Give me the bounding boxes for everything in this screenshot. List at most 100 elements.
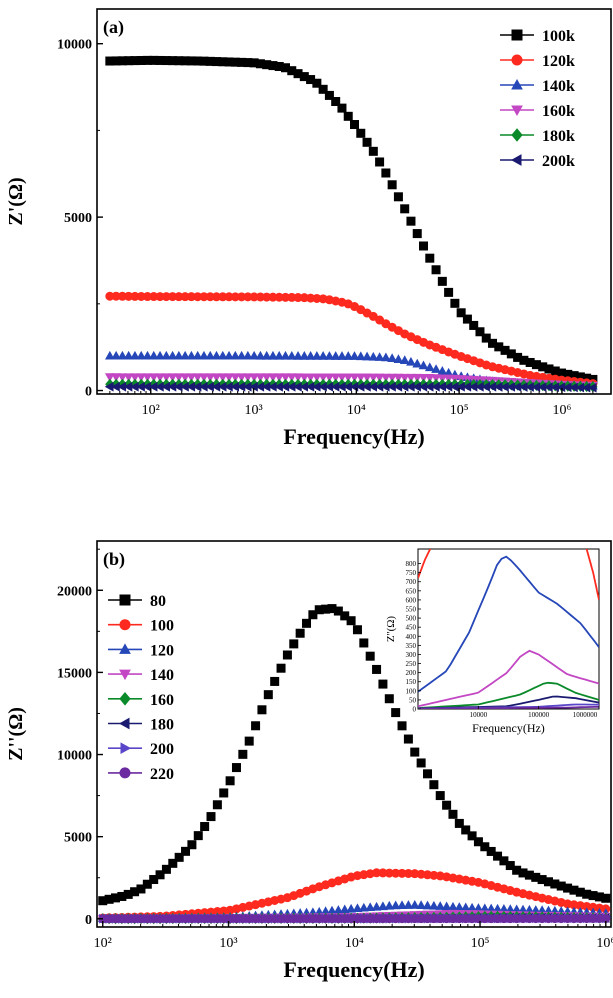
data-point: [136, 350, 147, 360]
data-point: [406, 373, 416, 383]
data-point: [236, 350, 247, 360]
data-point: [381, 352, 391, 362]
data-point: [274, 373, 285, 383]
data-point: [412, 373, 423, 383]
data-point: [270, 676, 280, 686]
legend-label: 220: [150, 766, 174, 783]
series-200k: [104, 381, 597, 393]
inset-y-tick-label: 500: [406, 615, 417, 623]
legend: 80 100 120 140 160 180 200 220: [108, 593, 174, 783]
legend-label: 180k: [542, 128, 575, 145]
data-point: [295, 628, 305, 638]
data-point: [174, 373, 184, 383]
inset-series-140: [418, 649, 599, 708]
data-point: [111, 373, 121, 383]
data-point: [200, 822, 210, 832]
legend-label: 140: [150, 667, 174, 684]
data-point: [424, 374, 435, 383]
data-point: [330, 351, 341, 360]
inset-x-tick-label: 10000: [470, 711, 488, 719]
legend-marker: [511, 54, 523, 66]
data-point: [448, 809, 458, 819]
legend-item: 140k: [500, 78, 575, 95]
inset-series-100: [585, 549, 599, 601]
data-point: [230, 350, 241, 360]
x-tick-label: 10²: [142, 403, 160, 418]
data-point: [193, 831, 203, 841]
data-point: [387, 353, 397, 363]
data-point: [587, 382, 597, 393]
data-point: [437, 276, 447, 286]
data-point: [149, 875, 159, 885]
data-point: [130, 373, 140, 383]
data-point: [355, 351, 366, 361]
data-point: [211, 350, 222, 360]
data-point: [268, 350, 278, 360]
y-axis-title: Z'(Ω): [5, 177, 27, 225]
legend-item: 180: [108, 717, 174, 734]
data-point: [349, 351, 360, 360]
data-point: [186, 350, 197, 360]
data-point: [255, 350, 266, 360]
data-point: [374, 352, 385, 361]
data-point: [305, 373, 316, 383]
panel-label: (b): [103, 549, 125, 570]
legend-marker: [119, 643, 131, 654]
data-point: [350, 120, 360, 130]
data-point: [230, 373, 241, 383]
data-point: [293, 350, 303, 360]
legend-item: 120k: [500, 53, 575, 70]
data-point: [444, 287, 454, 297]
inset-series-100: [418, 549, 432, 579]
legend-item: 160k: [500, 103, 575, 120]
data-point: [419, 241, 429, 251]
inset-y-tick-label: 50: [409, 696, 417, 704]
data-point: [374, 373, 385, 383]
data-point: [211, 373, 222, 383]
legend-item: 160: [108, 692, 174, 709]
data-point: [168, 858, 178, 868]
data-point: [418, 373, 429, 383]
inset-series-160: [418, 681, 599, 709]
data-point: [261, 373, 272, 383]
data-point: [601, 893, 611, 903]
legend-marker: [120, 742, 132, 755]
inset-y-tick-label: 0: [413, 706, 417, 714]
data-point: [387, 373, 397, 383]
chart-a: 0 5000 10000 10² 10³ 10⁴ 10⁵ 10⁶ Frequency(Hz) Z'…: [5, 8, 612, 449]
data-point: [378, 901, 388, 911]
legend-label: 100k: [542, 28, 575, 45]
data-point: [442, 800, 452, 810]
legend-item: 120: [108, 642, 174, 659]
data-point: [362, 373, 372, 383]
x-tick-label: 10⁵: [450, 403, 469, 418]
data-point: [249, 373, 259, 383]
y-tick-label: 10000: [57, 38, 92, 53]
data-point: [450, 298, 460, 308]
legend-label: 180: [150, 717, 174, 734]
legend-marker: [511, 29, 523, 41]
data-point: [437, 374, 448, 384]
data-point: [148, 350, 159, 360]
data-point: [425, 253, 435, 263]
legend-label: 120k: [542, 53, 575, 70]
inset-y-tick-label: 450: [406, 624, 417, 632]
data-point: [333, 606, 343, 616]
data-point: [399, 373, 410, 383]
data-point: [431, 265, 441, 275]
data-point: [117, 373, 128, 383]
data-point: [123, 350, 134, 360]
data-point: [318, 84, 328, 94]
data-point: [362, 137, 372, 147]
legend-marker: [119, 594, 131, 606]
data-point: [205, 350, 216, 360]
x-tick-label: 10⁴: [347, 403, 366, 418]
data-point: [205, 373, 216, 383]
data-point: [473, 837, 483, 847]
data-point: [406, 216, 416, 226]
data-point: [346, 903, 356, 913]
data-point: [244, 736, 254, 746]
data-point: [123, 373, 134, 383]
data-point: [403, 734, 413, 744]
data-point: [362, 351, 372, 361]
